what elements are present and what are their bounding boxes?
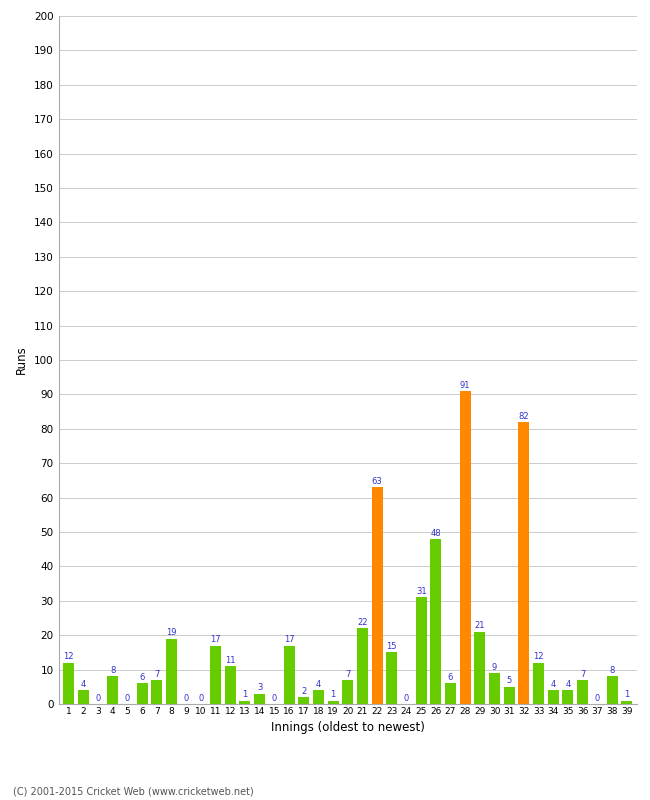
Text: 21: 21 (474, 622, 485, 630)
Bar (254, 694, 265, 704)
Bar (533, 662, 544, 704)
Text: 4: 4 (316, 680, 321, 689)
Bar (210, 646, 221, 704)
Text: 11: 11 (225, 656, 235, 665)
Bar (63, 662, 74, 704)
Bar (225, 666, 236, 704)
Text: 12: 12 (64, 652, 74, 662)
Bar (504, 686, 515, 704)
Text: 2: 2 (301, 686, 306, 696)
Text: 7: 7 (345, 670, 350, 678)
Bar (562, 690, 573, 704)
Text: 82: 82 (519, 411, 529, 421)
Text: 0: 0 (183, 694, 189, 702)
Bar (577, 680, 588, 704)
Bar (386, 653, 397, 704)
Text: 7: 7 (154, 670, 159, 678)
Text: 31: 31 (416, 587, 426, 596)
Bar (606, 677, 618, 704)
Text: (C) 2001-2015 Cricket Web (www.cricketweb.net): (C) 2001-2015 Cricket Web (www.cricketwe… (13, 786, 254, 796)
Text: 5: 5 (506, 677, 512, 686)
Y-axis label: Runs: Runs (16, 346, 29, 374)
Text: 17: 17 (211, 635, 221, 644)
Bar (460, 391, 471, 704)
Bar (136, 683, 148, 704)
Bar (283, 646, 294, 704)
Bar (166, 638, 177, 704)
Bar (372, 487, 383, 704)
Bar (151, 680, 162, 704)
X-axis label: Innings (oldest to newest): Innings (oldest to newest) (271, 722, 424, 734)
Bar (78, 690, 89, 704)
Text: 48: 48 (430, 529, 441, 538)
Text: 3: 3 (257, 683, 263, 692)
Bar (343, 680, 353, 704)
Text: 0: 0 (272, 694, 277, 702)
Bar (107, 677, 118, 704)
Text: 0: 0 (125, 694, 130, 702)
Bar (313, 690, 324, 704)
Bar (489, 673, 500, 704)
Text: 6: 6 (140, 673, 145, 682)
Bar (298, 697, 309, 704)
Bar (357, 628, 368, 704)
Text: 19: 19 (166, 628, 177, 638)
Text: 17: 17 (283, 635, 294, 644)
Text: 0: 0 (198, 694, 203, 702)
Text: 1: 1 (330, 690, 335, 699)
Text: 1: 1 (624, 690, 629, 699)
Text: 7: 7 (580, 670, 586, 678)
Bar (474, 632, 486, 704)
Bar (328, 701, 339, 704)
Text: 4: 4 (551, 680, 556, 689)
Text: 1: 1 (242, 690, 248, 699)
Bar (239, 701, 250, 704)
Bar (621, 701, 632, 704)
Text: 91: 91 (460, 381, 471, 390)
Text: 6: 6 (448, 673, 453, 682)
Bar (415, 598, 426, 704)
Bar (519, 422, 530, 704)
Text: 0: 0 (96, 694, 101, 702)
Text: 63: 63 (372, 477, 382, 486)
Text: 12: 12 (534, 652, 544, 662)
Text: 0: 0 (404, 694, 409, 702)
Bar (445, 683, 456, 704)
Bar (430, 539, 441, 704)
Text: 8: 8 (609, 666, 615, 675)
Text: 22: 22 (358, 618, 368, 627)
Text: 9: 9 (492, 662, 497, 672)
Text: 8: 8 (110, 666, 116, 675)
Text: 4: 4 (81, 680, 86, 689)
Text: 0: 0 (595, 694, 600, 702)
Text: 4: 4 (566, 680, 571, 689)
Text: 15: 15 (387, 642, 397, 651)
Bar (548, 690, 559, 704)
